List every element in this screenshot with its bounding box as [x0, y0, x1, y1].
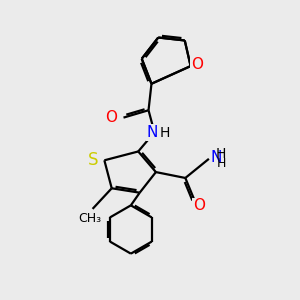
Text: H: H — [216, 147, 226, 161]
Text: O: O — [191, 57, 203, 72]
Text: N: N — [210, 150, 222, 165]
Text: N: N — [146, 125, 158, 140]
Text: O: O — [106, 110, 118, 125]
Text: H: H — [160, 126, 170, 140]
Text: CH₃: CH₃ — [78, 212, 101, 225]
Text: O: O — [193, 198, 205, 213]
Text: S: S — [87, 151, 98, 169]
Text: H: H — [217, 157, 226, 170]
